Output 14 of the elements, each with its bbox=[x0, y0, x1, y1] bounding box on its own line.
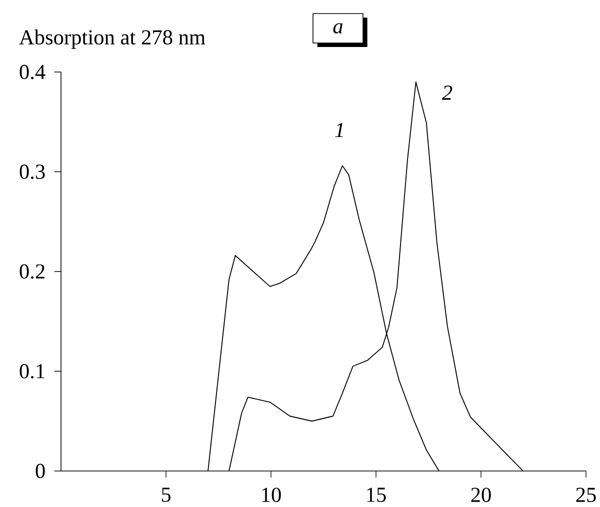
series-label: 2 bbox=[442, 86, 452, 100]
series-label: 1 bbox=[335, 122, 343, 138]
y-tick-label: 0.4 bbox=[20, 64, 46, 80]
x-tick-label: 10 bbox=[262, 488, 281, 502]
y-tick-label: 0.1 bbox=[20, 364, 44, 378]
x-tick-label: 25 bbox=[576, 488, 596, 502]
y-tick-label: 0.3 bbox=[20, 164, 45, 179]
y-tick-label: 0 bbox=[36, 464, 45, 478]
x-tick-label: 20 bbox=[471, 488, 491, 502]
y-axis-title: Absorption at 278 nm bbox=[19, 30, 206, 49]
x-tick-label: 15 bbox=[367, 488, 386, 502]
chart-title: a bbox=[333, 23, 343, 34]
y-tick-label: 0.2 bbox=[20, 264, 44, 279]
x-tick-label: 5 bbox=[162, 488, 170, 502]
